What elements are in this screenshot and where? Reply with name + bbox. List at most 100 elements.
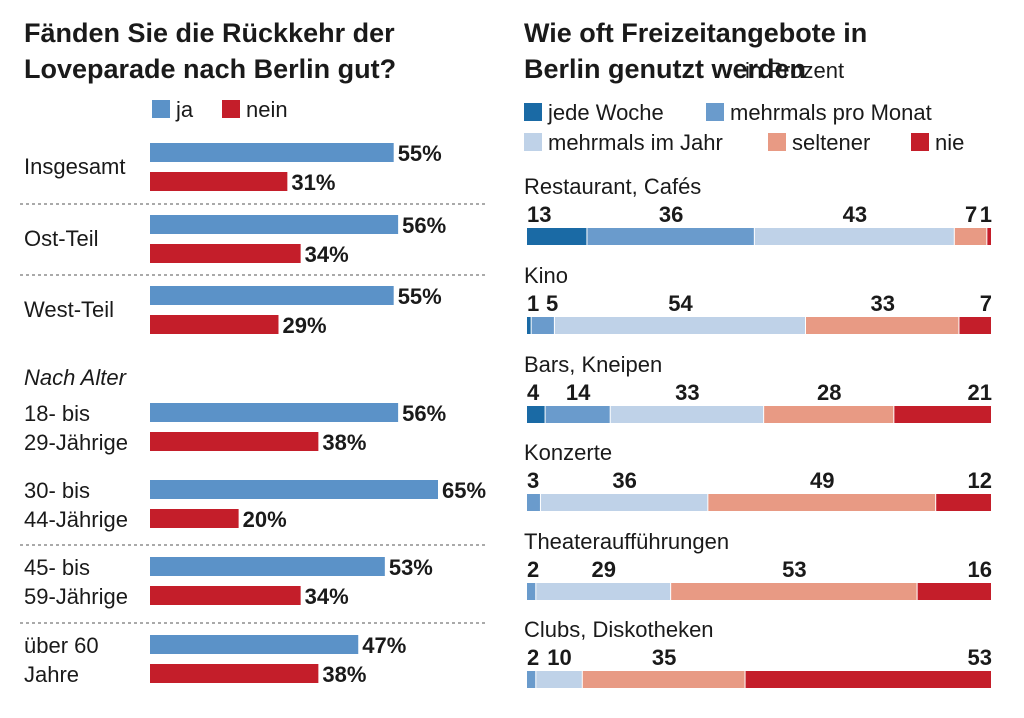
data-label: 56% xyxy=(402,213,446,238)
freizeit-chart: Wie oft Freizeitangebote in Berlin genutz… xyxy=(524,18,992,688)
stacked-segment xyxy=(745,671,991,688)
chart-title: Loveparade nach Berlin gut? xyxy=(24,54,396,84)
data-label: 7 xyxy=(965,202,977,227)
stacked-segment xyxy=(527,406,545,423)
stacked-segment xyxy=(527,228,587,245)
data-label: 34% xyxy=(305,242,349,267)
stacked-segment xyxy=(527,671,536,688)
category-label: Clubs, Diskotheken xyxy=(524,617,714,642)
data-label: 1 xyxy=(527,291,539,316)
stacked-segment xyxy=(936,494,991,511)
bar-nein xyxy=(150,432,319,451)
legend-swatch xyxy=(222,100,240,118)
stacked-segment xyxy=(527,583,536,600)
legend-swatch xyxy=(152,100,170,118)
data-label: 54 xyxy=(668,291,693,316)
category-label: Insgesamt xyxy=(24,154,126,179)
data-label: 10 xyxy=(547,645,571,670)
stacked-segment xyxy=(610,406,764,423)
category-label: Ost-Teil xyxy=(24,226,99,251)
category-label: Konzerte xyxy=(524,440,612,465)
data-label: 38% xyxy=(322,430,366,455)
bar-nein xyxy=(150,244,301,263)
data-label: 43 xyxy=(843,202,867,227)
stacked-segment xyxy=(806,317,959,334)
legend-label: nie xyxy=(935,130,964,155)
stacked-segment xyxy=(917,583,991,600)
stacked-segment xyxy=(708,494,936,511)
data-label: 55% xyxy=(398,284,442,309)
bar-ja xyxy=(150,480,438,499)
category-label: Bars, Kneipen xyxy=(524,352,662,377)
category-label: 29-Jährige xyxy=(24,430,128,455)
data-label: 49 xyxy=(810,468,834,493)
category-label: 30- bis xyxy=(24,478,90,503)
data-label: 33 xyxy=(870,291,894,316)
bar-ja xyxy=(150,557,385,576)
data-label: 4 xyxy=(527,380,540,405)
stacked-segment xyxy=(671,583,917,600)
legend-label: mehrmals im Jahr xyxy=(548,130,723,155)
data-label: 36 xyxy=(612,468,636,493)
stacked-segment xyxy=(527,494,540,511)
stacked-segment xyxy=(536,583,671,600)
category-label: über 60 xyxy=(24,633,99,658)
stacked-segment xyxy=(587,228,754,245)
category-label: 45- bis xyxy=(24,555,90,580)
stacked-segment xyxy=(959,317,991,334)
legend-swatch xyxy=(911,133,929,151)
bar-ja xyxy=(150,215,399,234)
chart-title: Berlin genutzt werden xyxy=(524,54,806,84)
stacked-segment xyxy=(987,228,991,245)
group-heading: Nach Alter xyxy=(24,365,128,390)
data-label: 65% xyxy=(442,478,486,503)
category-label: Jahre xyxy=(24,662,79,687)
data-label: 38% xyxy=(322,662,366,687)
bar-nein xyxy=(150,315,279,334)
data-label: 21 xyxy=(968,380,992,405)
legend-label: jede Woche xyxy=(547,100,664,125)
category-label: Restaurant, Cafés xyxy=(524,174,701,199)
data-label: 31% xyxy=(291,170,335,195)
legend-label: mehrmals pro Monat xyxy=(730,100,932,125)
data-label: 16 xyxy=(968,557,992,582)
bar-nein xyxy=(150,509,239,528)
chart-title: Wie oft Freizeitangebote in xyxy=(524,18,867,48)
stacked-segment xyxy=(531,317,554,334)
legend-label: nein xyxy=(246,97,288,122)
bar-ja xyxy=(150,286,394,305)
data-label: 36 xyxy=(659,202,683,227)
category-label: Theateraufführungen xyxy=(524,529,729,554)
bar-ja xyxy=(150,635,359,654)
data-label: 13 xyxy=(527,202,551,227)
stacked-segment xyxy=(954,228,987,245)
category-label: West-Teil xyxy=(24,297,114,322)
data-label: 29 xyxy=(591,557,615,582)
data-label: 53% xyxy=(389,555,433,580)
data-label: 14 xyxy=(566,380,591,405)
stacked-segment xyxy=(527,317,531,334)
stacked-segment xyxy=(536,671,582,688)
data-label: 1 xyxy=(980,202,992,227)
data-label: 35 xyxy=(652,645,676,670)
legend-swatch xyxy=(768,133,786,151)
stacked-segment xyxy=(894,406,991,423)
chart-subtitle: in Prozent xyxy=(745,58,844,83)
data-label: 5 xyxy=(546,291,558,316)
data-label: 2 xyxy=(527,557,539,582)
stacked-segment xyxy=(554,317,805,334)
data-label: 55% xyxy=(398,141,442,166)
legend-label: seltener xyxy=(792,130,870,155)
data-label: 47% xyxy=(362,633,406,658)
data-label: 29% xyxy=(282,313,326,338)
stacked-segment xyxy=(540,494,708,511)
legend-label: ja xyxy=(175,97,194,122)
bar-nein xyxy=(150,664,319,683)
stacked-segment xyxy=(582,671,745,688)
data-label: 20% xyxy=(243,507,287,532)
data-label: 2 xyxy=(527,645,539,670)
data-label: 56% xyxy=(402,401,446,426)
chart-title: Fänden Sie die Rückkehr der xyxy=(24,18,395,48)
category-label: 44-Jährige xyxy=(24,507,128,532)
